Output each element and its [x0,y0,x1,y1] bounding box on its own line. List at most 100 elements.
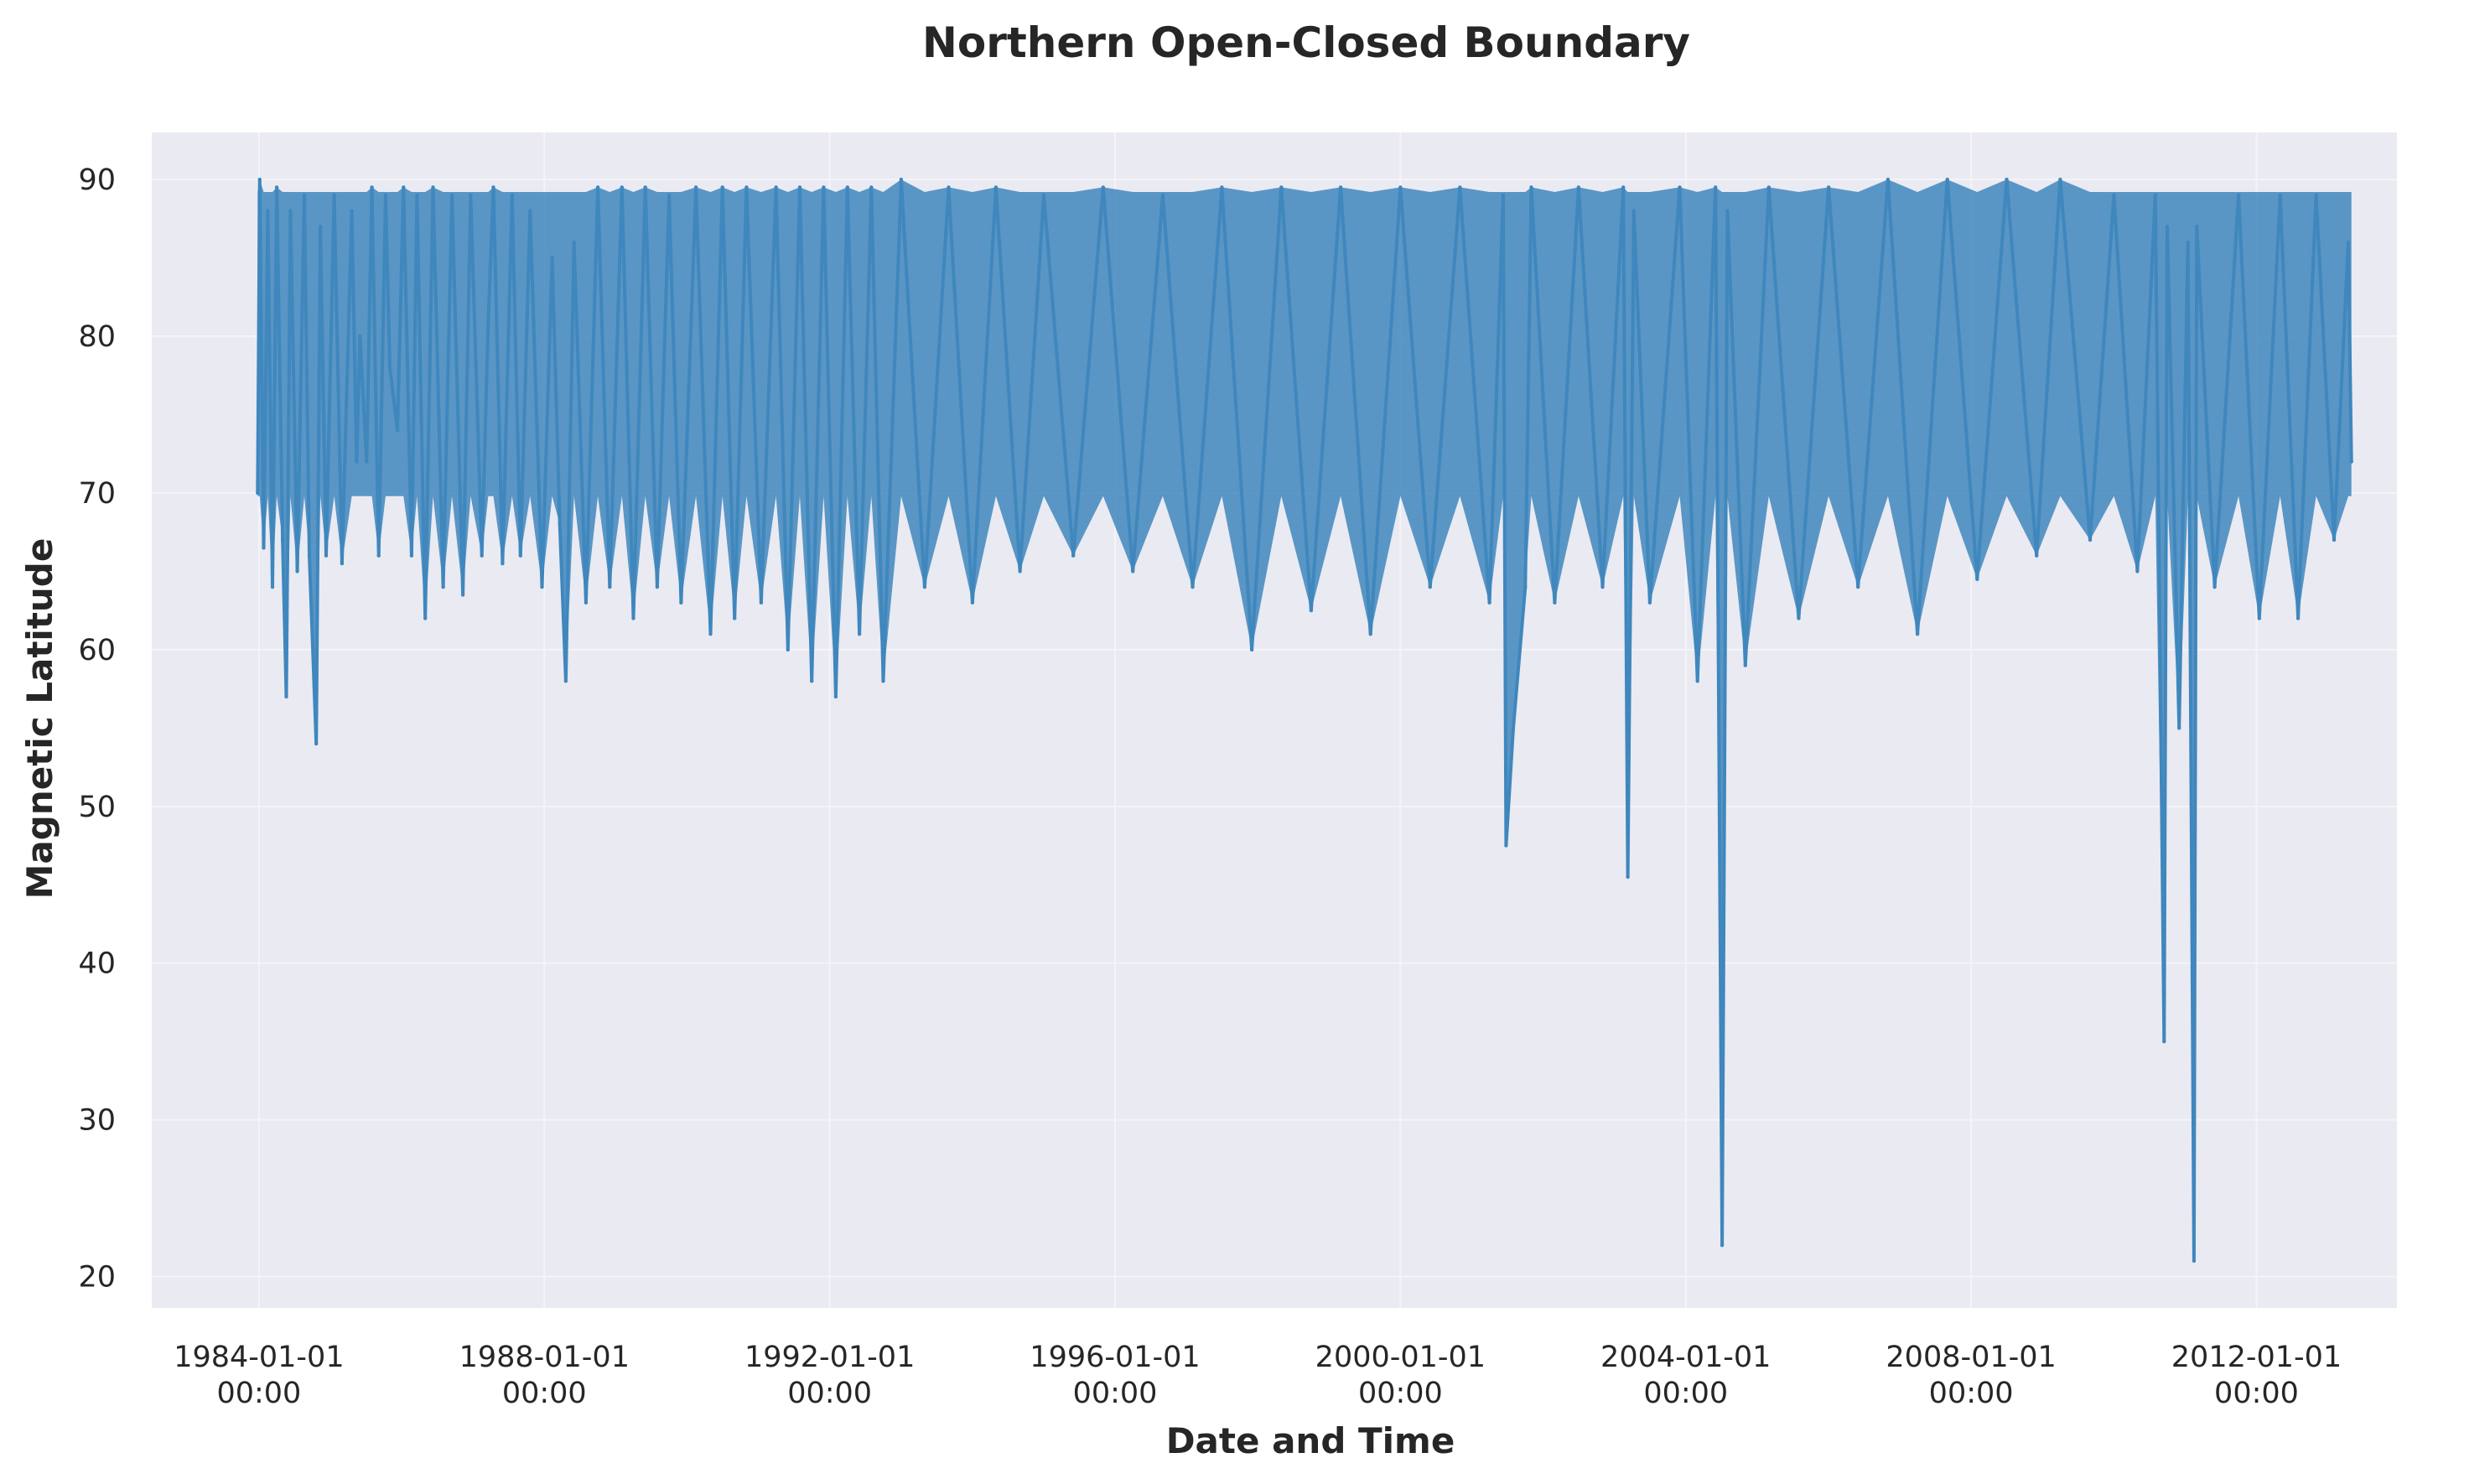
data-point [324,553,329,558]
data-point [518,553,522,558]
data-point [2346,240,2351,245]
data-point [1279,185,1284,189]
data-point [257,177,262,182]
x-tick-label: 1996-01-01 00:00 [1030,1341,1200,1410]
data-point [584,600,589,604]
data-point [480,553,484,558]
data-point [284,694,288,699]
data-point [693,185,698,189]
data-point [1695,679,1699,683]
data-point [262,546,266,550]
data-point [1856,584,1860,589]
data-point [288,209,293,213]
data-point [822,185,826,189]
data-point [679,600,683,604]
data-point [1626,874,1630,880]
data-point [1797,616,1801,620]
data-point [469,193,473,197]
data-point [1766,185,1771,189]
data-point [1631,209,1637,213]
x-tick-label: 1992-01-01 00:00 [744,1341,915,1410]
data-point [899,177,904,182]
y-tick-label: 80 [78,320,116,354]
data-point [1041,193,1046,197]
data-point [2112,193,2116,197]
data-point [1600,584,1605,589]
series-layer [256,177,2353,1263]
data-point [2212,584,2217,589]
data-point [1220,185,1224,189]
data-point [563,679,568,683]
chart-title: Northern Open-Closed Boundary [922,18,1690,67]
data-point [2153,193,2157,197]
y-tick-label: 50 [78,791,116,824]
data-point [460,593,465,597]
data-point [922,584,927,589]
data-point [2005,177,2009,182]
data-point [387,366,392,370]
data-point [643,185,647,189]
data-point [1523,584,1528,589]
data-point [332,193,336,197]
data-point [667,193,672,197]
data-point [1678,185,1682,189]
data-point [2278,193,2282,197]
data-point [1504,843,1508,848]
data-point [1309,608,1314,613]
data-point [274,185,279,189]
x-axis-ticks: 1984-01-01 00:00 1988-01-01 00:00 1992-01-01… [174,1341,2342,1410]
data-point [1368,632,1372,636]
data-point [2165,225,2170,229]
data-point [441,584,445,589]
data-point [1398,185,1403,189]
data-point [797,185,802,189]
y-tick-label: 30 [78,1104,116,1138]
data-point [340,561,345,566]
data-point [1338,185,1343,189]
data-point [774,185,778,189]
data-point [1160,193,1165,197]
data-point [1915,632,1920,636]
data-point [358,334,362,339]
data-point [2349,459,2353,464]
data-point [1191,584,1195,589]
data-point [947,185,951,189]
data-point [833,694,838,699]
data-point [1529,185,1533,189]
data-point [1945,177,1949,182]
data-point [2195,225,2199,229]
data-point [558,522,562,527]
data-point [449,193,454,197]
data-point [1428,584,1433,589]
data-point [1553,600,1557,604]
data-point [1647,600,1652,604]
data-point [786,647,790,652]
data-point [365,459,369,464]
y-axis-label: Magnetic Latitude [19,538,60,900]
data-point [2332,537,2337,542]
data-point [350,209,354,213]
data-point [744,185,749,189]
y-tick-label: 90 [78,163,116,197]
data-point [491,185,495,189]
data-point [409,553,414,558]
data-point [528,209,532,213]
data-point [376,553,381,558]
series-band [257,179,2352,1261]
data-point [1826,185,1831,189]
data-point [1714,185,1718,189]
data-point [845,185,849,189]
data-point [2186,240,2190,245]
data-point [423,616,428,620]
data-point [810,679,814,683]
data-point [302,193,307,197]
data-point [280,537,285,542]
data-point [620,185,624,189]
y-axis-ticks: 20 30 40 50 60 70 80 90 [78,163,116,1295]
y-tick-label: 40 [78,947,116,981]
data-point [1487,600,1491,604]
data-point [256,490,260,496]
data-point [2035,553,2039,558]
data-point [2295,616,2301,620]
data-point [970,600,975,604]
